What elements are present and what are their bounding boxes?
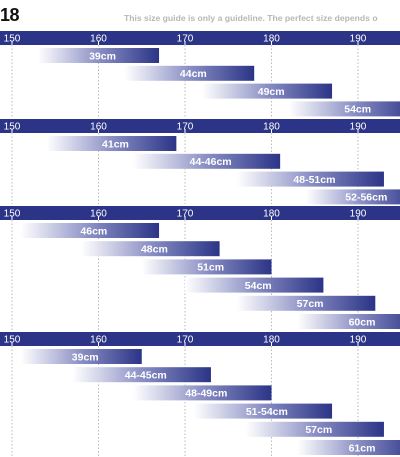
tick-label-160: 160 <box>90 335 107 346</box>
tick-label-180: 180 <box>263 34 280 45</box>
axis-band <box>0 206 400 220</box>
size-bar <box>124 65 255 81</box>
size-bar <box>46 136 177 151</box>
bar-label: 51cm <box>197 262 224 274</box>
axis-band <box>0 119 400 133</box>
tick-label-180: 180 <box>263 335 280 346</box>
axis-band <box>0 31 400 45</box>
size-guide-note: This size guide is only a guideline. The… <box>124 13 378 23</box>
bar-label: 51-54cm <box>246 406 288 418</box>
bar-label: 48-51cm <box>293 174 335 186</box>
bar-label: 54cm <box>245 280 272 292</box>
bar-label: 61cm <box>349 442 376 454</box>
size-bar <box>288 101 400 117</box>
size-bar <box>202 83 333 99</box>
tick-label-150: 150 <box>4 34 21 45</box>
size-bar <box>133 385 272 401</box>
size-bar <box>297 314 400 329</box>
axis-band <box>0 332 400 346</box>
tick-label-150: 150 <box>4 209 21 220</box>
tick-label-170: 170 <box>177 335 194 346</box>
size-bar <box>72 367 211 383</box>
tick-label-160: 160 <box>90 34 107 45</box>
tick-label-190: 190 <box>350 335 367 346</box>
bar-label: 44cm <box>180 68 207 80</box>
size-panel-2: 41cm 44-46cm 48-51cm 52-56cm 150 160 170 180 190 <box>0 119 400 205</box>
size-bar <box>20 349 142 364</box>
bar-label: 57cm <box>305 424 332 436</box>
size-bar <box>141 259 272 275</box>
bar-label: 39cm <box>72 351 99 363</box>
bar-label: 44-46cm <box>190 156 232 168</box>
size-bar <box>306 189 400 205</box>
size-bar <box>193 403 333 419</box>
tick-label-190: 190 <box>350 122 367 133</box>
size-bar <box>245 421 384 437</box>
bar-label: 52-56cm <box>345 192 387 204</box>
size-panel-4: 39cm 44-45cm 48-49cm 51-54cm 57cm 61cm 150 160 1… <box>0 332 400 457</box>
tick-label-190: 190 <box>350 209 367 220</box>
header-year: 18 <box>0 5 20 25</box>
bar-label: 46cm <box>80 225 107 237</box>
size-panel-3: 46cm 48cm 51cm 54cm 57cm 60cm 150 160 170 180 190 <box>0 206 400 330</box>
bar-label: 44-45cm <box>125 370 167 382</box>
bar-label: 60cm <box>349 316 376 328</box>
tick-label-150: 150 <box>4 335 21 346</box>
tick-label-170: 170 <box>177 122 194 133</box>
size-bar <box>20 223 160 238</box>
bar-label: 54cm <box>344 104 371 116</box>
size-bar <box>37 48 160 63</box>
size-bar <box>236 295 376 311</box>
size-bar <box>81 241 220 257</box>
bar-label: 39cm <box>89 50 116 62</box>
size-bar <box>133 153 281 169</box>
tick-label-160: 160 <box>90 209 107 220</box>
tick-label-190: 190 <box>350 34 367 45</box>
size-bar <box>297 440 400 455</box>
bar-label: 57cm <box>297 298 324 310</box>
tick-label-180: 180 <box>263 209 280 220</box>
tick-label-150: 150 <box>4 122 21 133</box>
size-bar <box>185 277 324 293</box>
bar-label: 41cm <box>102 138 129 150</box>
bar-label: 49cm <box>258 86 285 98</box>
tick-label-180: 180 <box>263 122 280 133</box>
bar-label: 48cm <box>141 244 168 256</box>
tick-label-160: 160 <box>90 122 107 133</box>
bar-label: 48-49cm <box>185 388 227 400</box>
size-bar <box>236 171 384 187</box>
size-panel-1: 39cm 44cm 49cm 54cm 150 160 170 180 190 <box>0 31 400 117</box>
tick-label-170: 170 <box>177 34 194 45</box>
tick-label-170: 170 <box>177 209 194 220</box>
